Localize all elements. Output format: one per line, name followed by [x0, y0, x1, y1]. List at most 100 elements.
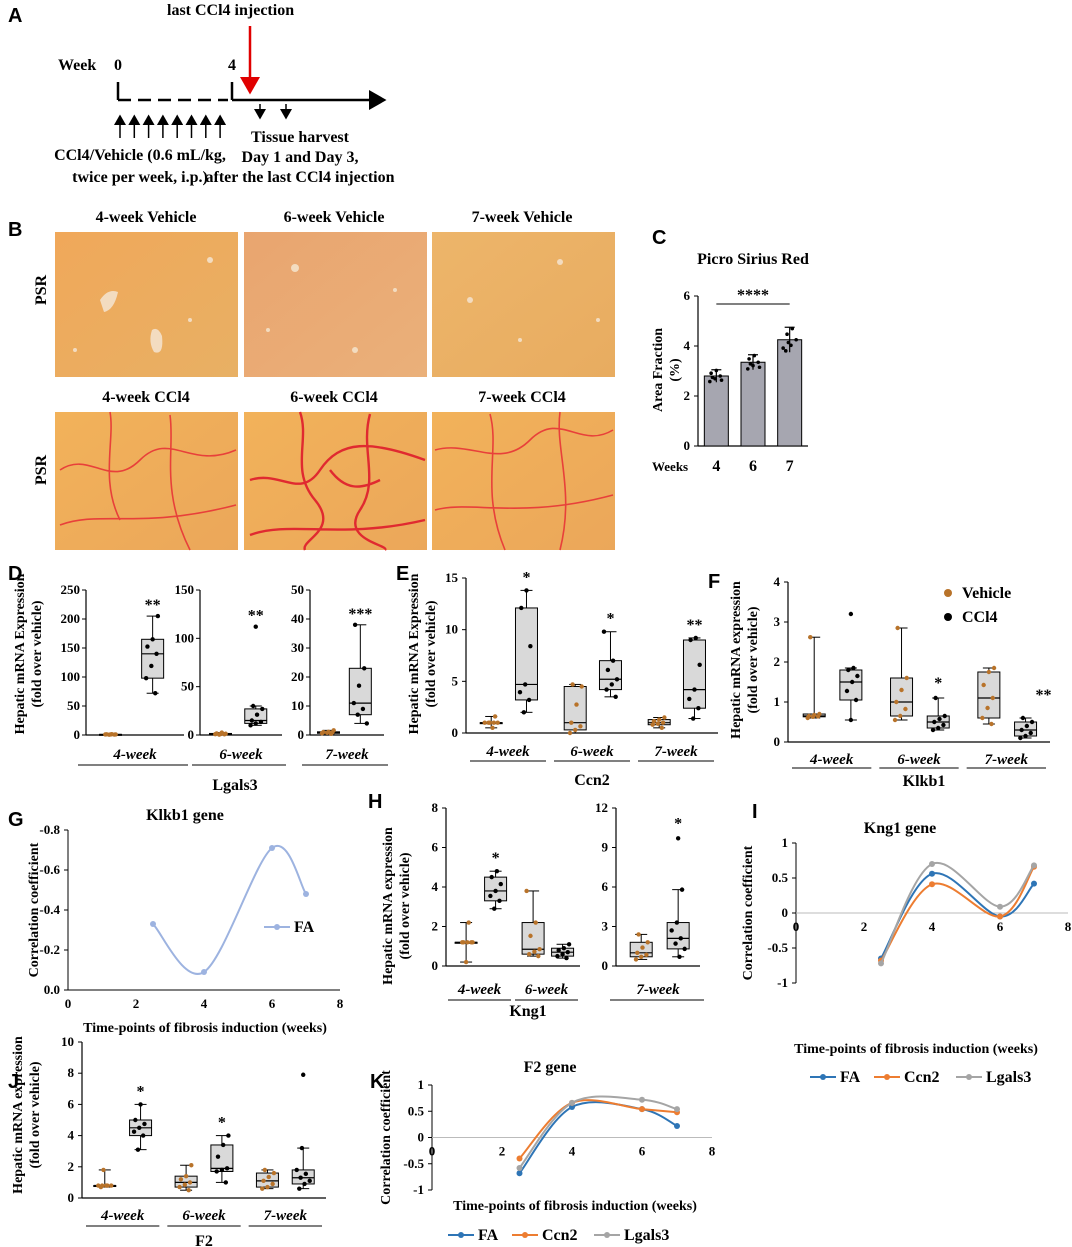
chart-d-ytick-label: 150: [175, 582, 195, 597]
chart-h-ytick-label: 2: [432, 919, 439, 934]
chart-k-ytick-label: -1: [413, 1182, 424, 1197]
chart-h-ylabel: Hepatic mRNA expression: [381, 827, 396, 985]
chart-c-point: [789, 343, 793, 348]
chart-f-ccl4-outlier: [848, 611, 854, 617]
chart-e-star: *: [606, 611, 614, 628]
dosing-line-1: CCl4/Vehicle (0.6 mL/kg,: [54, 147, 226, 164]
chart-e-vehicle-point: [567, 730, 573, 736]
chart-h-ylabel-units: (fold over vehicle): [398, 852, 413, 959]
chart-g-series-line: [152, 844, 307, 975]
chart-k-series-line: [518, 1095, 678, 1169]
chart-d-ccl4-point: [364, 721, 370, 726]
chart-k-xtick-label: 0: [429, 1144, 436, 1159]
chart-h-ccl4-point: [555, 953, 560, 959]
chart-c-point: [783, 349, 788, 353]
psr-row-label-2: PSR: [33, 454, 50, 485]
image-caption-4wk-vehicle: 4-week Vehicle: [96, 209, 197, 226]
chart-f-vehicle-point: [981, 682, 986, 688]
chart-f-vehicle-point: [991, 665, 997, 671]
chart-e-vehicle-point: [492, 714, 498, 719]
chart-f-vehicle-point: [808, 635, 813, 640]
chart-g-xlabel: Time-points of fibrosis induction (weeks…: [83, 1021, 327, 1036]
chart-c-bar: [740, 361, 766, 447]
chart-h-ccl4-point: [669, 928, 674, 933]
image-7wk-ccl4: [432, 411, 615, 551]
chart-c-point: [747, 357, 751, 361]
dosing-arrows: [114, 114, 227, 138]
chart-e-ccl4-box: [682, 639, 706, 709]
chart-d-ylabel: Hepatic mRNA Expression: [13, 573, 28, 734]
panel-g-klkb1-line: Klkb1 gene 0.0 -0.2 -0.4 -0.6 -0.8 0 2 4 6 8 Correl…: [27, 807, 344, 1036]
chart-h-vehicle-point: [466, 920, 471, 925]
chart-e-vehicle-point: [578, 724, 583, 729]
chart-i-xlabel: Time-points of fibrosis induction (weeks…: [794, 1042, 1038, 1057]
chart-j-vehicle-point: [96, 1183, 101, 1188]
chart-e-vehicle-point: [569, 720, 574, 725]
dosing-line-2: twice per week, i.p.): [72, 169, 208, 186]
chart-j-ccl4-box: [210, 1144, 234, 1172]
chart-k-xtick-label: 4: [569, 1144, 576, 1159]
chart-g-legend-marker: [274, 924, 280, 930]
chart-f-ytick-label: 0: [774, 734, 781, 749]
chart-f-group-label: 4-week: [809, 752, 854, 768]
chart-f-ccl4-point: [1018, 735, 1023, 741]
chart-j-ccl4-point: [226, 1133, 231, 1138]
last-injection-label: last CCl4 injection: [167, 2, 294, 19]
image-caption-6wk-vehicle: 6-week Vehicle: [284, 209, 385, 226]
panel-f-klkb1-box: Hepatic mRNA expression (fold over vehicl…: [729, 574, 1052, 790]
chart-e-ytick-label: 5: [452, 673, 459, 688]
chart-e-group-label: 6-week: [570, 744, 614, 760]
chart-i-ytick-label: 0: [782, 905, 789, 920]
chart-d-ytick-label: 20: [291, 669, 304, 684]
panel-label-c: C: [652, 227, 666, 249]
chart-c-point: [785, 332, 789, 336]
chart-g-ytick-label: -0.4: [39, 902, 60, 917]
chart-k-ytick-label: -0.5: [403, 1156, 424, 1171]
chart-j-vehicle-point: [101, 1167, 106, 1173]
chart-j-ytick-label: 2: [68, 1159, 75, 1174]
chart-h-vehicle-point: [536, 953, 541, 959]
chart-e-vehicle-point: [650, 722, 655, 727]
chart-d-star: **: [248, 608, 264, 625]
chart-e-ccl4-point: [614, 677, 620, 682]
chart-c-category: 4: [712, 458, 720, 475]
chart-h-ccl4-point: [561, 946, 567, 951]
chart-k-series-point: [516, 1170, 523, 1177]
chart-c-point: [751, 363, 755, 368]
chart-d-ccl4-point: [254, 712, 260, 717]
chart-k-legend-marker: [458, 1232, 464, 1238]
chart-j-ccl4-point: [142, 1121, 147, 1127]
chart-e-vehicle-point: [662, 715, 667, 720]
chart-c-xlabel: Weeks: [652, 459, 688, 474]
chart-j-vehicle-point: [177, 1184, 182, 1190]
chart-k-ytick-label: 0.5: [408, 1103, 425, 1118]
chart-k-series-point: [516, 1155, 523, 1162]
chart-h-ccl4-point: [677, 954, 682, 959]
chart-j-vehicle-point: [260, 1186, 265, 1191]
chart-k-xlabel: Time-points of fibrosis induction (weeks…: [453, 1199, 697, 1214]
chart-h-vehicle-point: [635, 950, 640, 956]
chart-k-series-line: [518, 1099, 678, 1160]
image-4wk-ccl4: [55, 411, 238, 551]
chart-e-ccl4-box: [598, 660, 622, 691]
chart-j-vehicle-point: [182, 1182, 188, 1187]
chart-k-legend-label: Ccn2: [542, 1227, 578, 1244]
chart-d-ccl4-point: [351, 700, 357, 706]
chart-g-ylabel: Correlation coefficient: [27, 842, 42, 977]
chart-f-vehicle-point: [986, 669, 992, 675]
chart-d-vehicle-point: [214, 731, 219, 736]
chart-d-ccl4-point: [360, 706, 366, 712]
chart-h-ytick-label: 4: [432, 879, 439, 894]
chart-h-group-label: 4-week: [457, 982, 502, 998]
chart-g-ytick-label: -0.2: [39, 942, 60, 957]
chart-k-title: F2 gene: [524, 1059, 577, 1076]
chart-f-ccl4-point: [855, 673, 860, 679]
chart-h-ccl4-outlier: [675, 836, 681, 841]
panel-i-kng1-line: Kng1 gene -1 -0.5 0 0.5 1 0 2 4 6 8 Correlation coe…: [741, 820, 1072, 1086]
chart-c-category: 6: [749, 458, 757, 475]
chart-j-ytick-label: 6: [68, 1096, 75, 1111]
chart-g-xtick-label: 2: [133, 996, 140, 1011]
week-label: Week: [58, 57, 96, 74]
chart-d-vehicle-point: [321, 729, 326, 735]
chart-c-ylabel: Area Fraction: [651, 328, 666, 412]
